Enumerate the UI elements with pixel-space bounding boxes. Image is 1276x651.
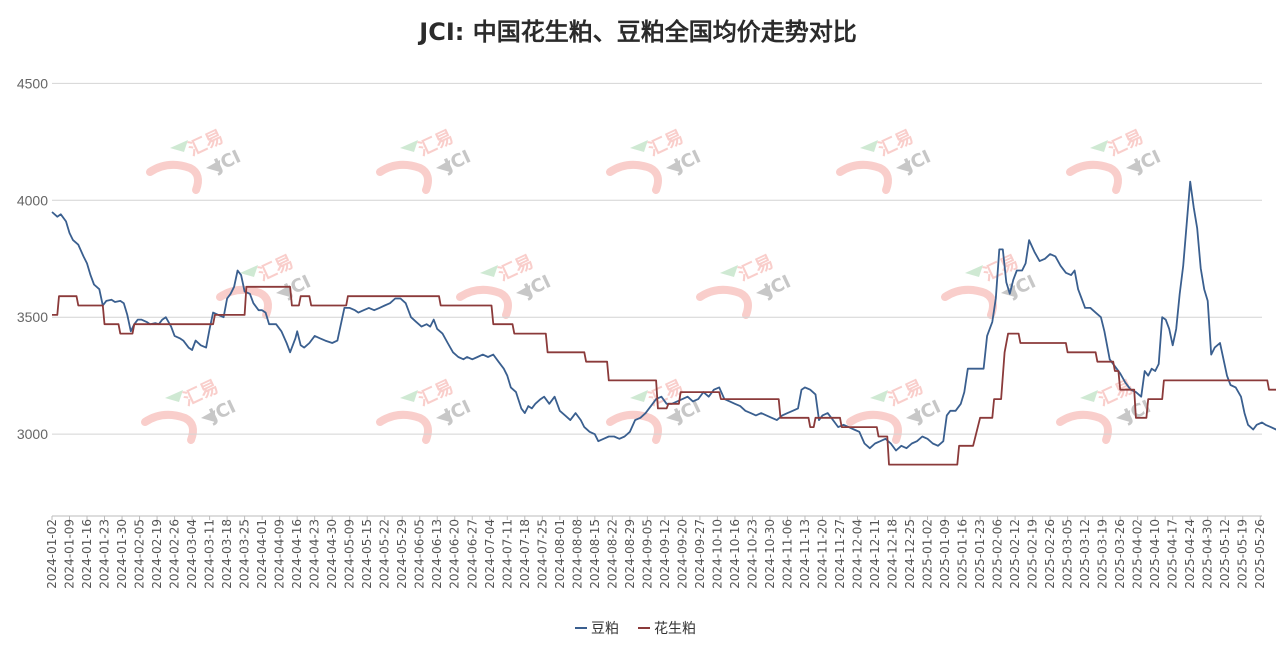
x-tick-label: 2024-05-15	[360, 519, 374, 589]
x-tick-label: 2024-12-04	[850, 519, 864, 589]
x-tick-label: 2024-04-23	[308, 519, 322, 589]
x-axis: 2024-01-02 2024-01-09 2024-01-16 2024-01-23…	[45, 515, 1267, 589]
x-tick-label: 2024-07-18	[518, 519, 532, 589]
legend: 豆粕 花生粕	[575, 621, 696, 637]
x-tick-label: 2025-01-09	[938, 519, 952, 589]
x-tick-label: 2025-01-23	[973, 519, 987, 589]
y-tick-label: 3500	[17, 309, 48, 325]
x-tick-label: 2024-10-30	[763, 519, 777, 589]
y-tick-label: 4000	[17, 192, 48, 208]
x-tick-label: 2024-05-22	[378, 519, 392, 589]
y-axis: 3000 3500 4000 4500	[17, 75, 48, 442]
x-tick-label: 2024-08-08	[570, 519, 584, 589]
x-tick-label: 2024-04-01	[255, 519, 269, 589]
x-tick-label: 2024-05-09	[343, 519, 357, 589]
x-tick-label: 2025-02-12	[1008, 519, 1022, 589]
x-tick-label: 2024-10-23	[745, 519, 759, 589]
x-tick-label: 2024-11-27	[833, 519, 847, 589]
chart-title: JCI: 中国花生粕、豆粕全国均价走势对比	[417, 18, 856, 46]
x-tick-label: 2024-09-27	[693, 519, 707, 589]
y-tick-label: 4500	[17, 75, 48, 91]
x-tick-label: 2024-03-11	[203, 519, 217, 589]
x-tick-label: 2024-09-20	[675, 519, 689, 589]
x-tick-label: 2024-04-09	[273, 519, 287, 589]
x-tick-label: 2024-07-25	[535, 519, 549, 589]
x-tick-label: 2024-06-20	[448, 519, 462, 589]
x-tick-label: 2024-06-13	[430, 519, 444, 589]
x-tick-label: 2024-01-30	[115, 519, 129, 589]
x-tick-label: 2025-03-19	[1096, 519, 1110, 589]
x-tick-label: 2024-12-11	[868, 519, 882, 589]
x-tick-label: 2024-07-11	[500, 519, 514, 589]
x-tick-label: 2025-03-05	[1061, 519, 1075, 589]
x-tick-label: 2025-02-26	[1043, 519, 1057, 589]
x-tick-label: 2024-01-23	[98, 519, 112, 589]
x-tick-label: 2025-05-12	[1218, 519, 1232, 589]
series-layer	[51, 180, 1276, 466]
x-tick-label: 2024-08-22	[605, 519, 619, 589]
x-tick-label: 2024-04-16	[290, 519, 304, 589]
x-tick-label: 2024-03-25	[238, 519, 252, 589]
series-line-peanut-meal	[52, 285, 1276, 466]
x-tick-label: 2024-09-05	[640, 519, 654, 589]
x-tick-label: 2024-06-05	[413, 519, 427, 589]
x-tick-label: 2024-05-29	[395, 519, 409, 589]
x-tick-label: 2025-01-02	[921, 519, 935, 589]
x-tick-label: 2024-01-02	[45, 519, 59, 589]
x-tick-label: 2025-04-30	[1201, 519, 1215, 589]
legend-label: 花生粕	[654, 621, 696, 637]
x-tick-label: 2025-03-26	[1113, 519, 1127, 589]
x-tick-label: 2024-03-04	[185, 519, 199, 589]
x-tick-label: 2025-02-06	[991, 519, 1005, 589]
x-tick-label: 2024-08-29	[623, 519, 637, 589]
x-tick-label: 2024-12-18	[886, 519, 900, 589]
legend-label: 豆粕	[591, 621, 619, 637]
x-tick-label: 2025-02-19	[1026, 519, 1040, 589]
y-tick-label: 3000	[17, 426, 48, 442]
x-tick-label: 2024-02-26	[168, 519, 182, 589]
x-tick-label: 2024-12-25	[903, 519, 917, 589]
x-tick-label: 2025-03-12	[1078, 519, 1092, 589]
series-line-soybean-meal	[51, 180, 1276, 452]
x-tick-label: 2025-05-19	[1236, 519, 1250, 589]
x-tick-label: 2025-04-24	[1183, 519, 1197, 589]
x-tick-label: 2024-08-01	[553, 519, 567, 589]
x-tick-label: 2024-02-05	[133, 519, 147, 589]
x-tick-label: 2025-04-17	[1166, 519, 1180, 589]
x-tick-label: 2024-08-15	[588, 519, 602, 589]
x-tick-label: 2024-10-10	[710, 519, 724, 589]
x-tick-label: 2024-03-18	[220, 519, 234, 589]
x-tick-label: 2024-04-30	[325, 519, 339, 589]
x-tick-label: 2025-01-16	[956, 519, 970, 589]
x-tick-label: 2024-11-06	[780, 519, 794, 589]
x-tick-label: 2024-02-19	[150, 519, 164, 589]
x-tick-label: 2025-04-10	[1148, 519, 1162, 589]
grid-lines	[52, 82, 1262, 435]
x-tick-label: 2024-11-20	[815, 519, 829, 589]
x-tick-label: 2024-01-16	[80, 519, 94, 589]
x-tick-label: 2025-05-26	[1253, 519, 1267, 589]
x-tick-label: 2024-11-13	[798, 519, 812, 589]
x-tick-label: 2024-06-27	[465, 519, 479, 589]
x-tick-label: 2024-01-09	[63, 519, 77, 589]
x-tick-label: 2024-10-16	[728, 519, 742, 589]
x-tick-label: 2025-04-02	[1131, 519, 1145, 589]
x-tick-label: 2024-09-12	[658, 519, 672, 589]
x-tick-label: 2024-07-04	[483, 519, 497, 589]
